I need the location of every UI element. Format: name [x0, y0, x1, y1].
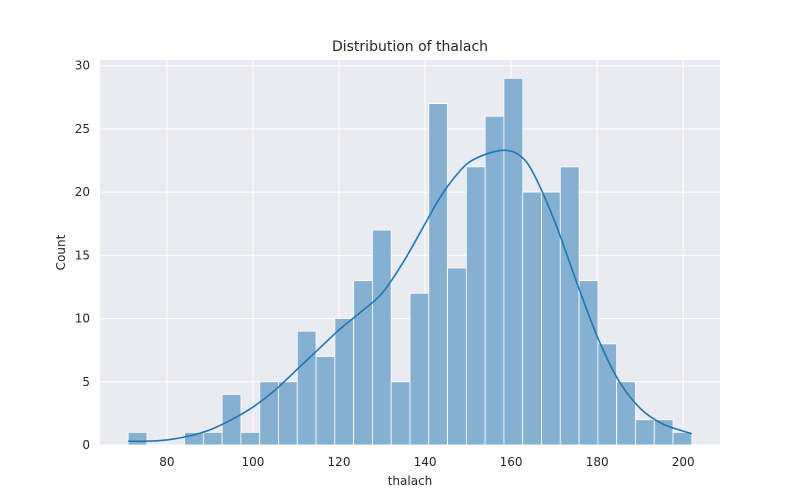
histogram-bar — [372, 229, 392, 446]
histogram-bar — [635, 419, 655, 446]
histogram-bar — [127, 431, 148, 446]
histogram-bar — [240, 431, 261, 446]
kde-line — [128, 149, 693, 443]
histogram-bar — [202, 431, 223, 446]
y-tick-label: 0 — [82, 438, 90, 452]
y-tick-label: 15 — [75, 248, 90, 262]
y-tick-label: 20 — [75, 185, 90, 199]
histogram-bar — [653, 419, 674, 446]
chart-title: Distribution of thalach — [332, 39, 488, 55]
histogram-bar — [672, 431, 693, 446]
x-tick-label: 140 — [414, 455, 437, 469]
histogram-bar — [278, 381, 298, 446]
histogram-bar — [484, 115, 505, 446]
y-axis-label: Count — [54, 234, 68, 270]
x-ticks: 80 100 120 140 160 180 200 — [159, 455, 694, 469]
histogram-bar — [522, 191, 542, 446]
x-tick-label: 200 — [672, 455, 695, 469]
histogram-bar — [259, 381, 279, 446]
histogram-bar — [315, 356, 336, 446]
x-tick-label: 160 — [500, 455, 523, 469]
histogram-bar — [503, 77, 524, 446]
y-tick-label: 10 — [75, 312, 90, 326]
histogram-bar — [447, 267, 467, 446]
bars — [127, 77, 693, 446]
histogram-bar — [465, 166, 486, 446]
histogram-bar — [559, 166, 580, 446]
histogram-bar — [390, 381, 411, 446]
x-tick-label: 80 — [159, 455, 174, 469]
x-axis-label: thalach — [388, 474, 433, 488]
x-tick-label: 180 — [586, 455, 609, 469]
histogram-bar — [296, 330, 317, 446]
histogram-bar — [334, 318, 355, 446]
y-tick-label: 30 — [75, 59, 90, 73]
x-tick-label: 120 — [328, 455, 351, 469]
histogram-bar — [428, 103, 448, 446]
x-tick-label: 100 — [242, 455, 265, 469]
histogram-bar — [409, 292, 430, 446]
histogram-bar — [578, 280, 599, 446]
y-ticks: 0 5 10 15 20 25 30 — [75, 59, 90, 452]
y-tick-label: 25 — [75, 122, 90, 136]
y-tick-label: 5 — [82, 375, 90, 389]
